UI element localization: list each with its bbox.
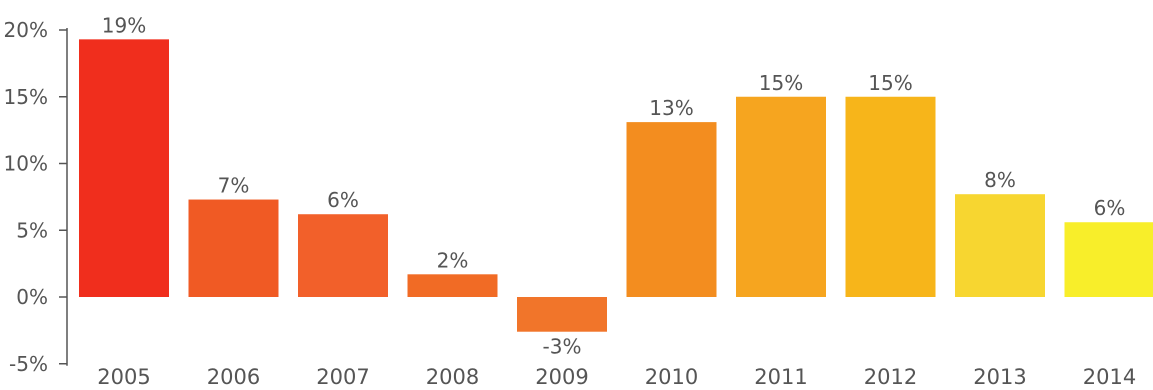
category-label-2007: 2007: [316, 365, 369, 389]
y-tick-label: 15%: [4, 85, 48, 109]
bar-2010: [626, 122, 717, 298]
bar-2014: [1064, 222, 1153, 297]
value-label-2006: 7%: [218, 174, 250, 198]
category-label-2009: 2009: [535, 365, 588, 389]
value-label-2013: 8%: [984, 168, 1016, 192]
category-label-2006: 2006: [207, 365, 260, 389]
value-label-2010: 13%: [649, 96, 693, 120]
category-label-2011: 2011: [754, 365, 807, 389]
category-label-2013: 2013: [973, 365, 1026, 389]
value-label-2008: 2%: [437, 248, 469, 272]
category-label-2005: 2005: [97, 365, 150, 389]
value-label-2007: 6%: [327, 188, 359, 212]
bar-2012: [845, 96, 936, 297]
category-label-2014: 2014: [1083, 365, 1136, 389]
value-label-2005: 19%: [102, 13, 146, 37]
category-label-2008: 2008: [426, 365, 479, 389]
value-label-2009: -3%: [543, 335, 582, 359]
category-label-2010: 2010: [645, 365, 698, 389]
bar-2008: [407, 274, 498, 297]
value-label-2012: 15%: [868, 71, 912, 95]
category-label-2012: 2012: [864, 365, 917, 389]
bar-2011: [736, 96, 826, 297]
y-tick-label: 10%: [4, 152, 48, 176]
y-tick-label: -5%: [9, 352, 48, 376]
y-tick-label: 5%: [16, 218, 48, 242]
category-labels-group: 2005 2006 2007 2008 2009 2010 2011 2012 2013 2014: [97, 365, 1136, 389]
y-tick-label: 0%: [16, 285, 48, 309]
value-labels-group: 19% 7% 6% 2% -3% 13% 15% 15% 8% 6%: [102, 13, 1126, 358]
bar-2009: [517, 297, 607, 332]
bar-2005: [79, 39, 169, 297]
value-label-2014: 6%: [1094, 196, 1126, 220]
value-label-2011: 15%: [759, 71, 803, 95]
y-axis: 20% 15% 10% 5% 0% -5%: [4, 18, 68, 376]
bar-2013: [955, 194, 1045, 297]
y-tick-label: 20%: [4, 18, 48, 42]
bar-2007: [298, 214, 388, 297]
bars-group: [79, 39, 1153, 332]
bar-2006: [188, 199, 279, 297]
